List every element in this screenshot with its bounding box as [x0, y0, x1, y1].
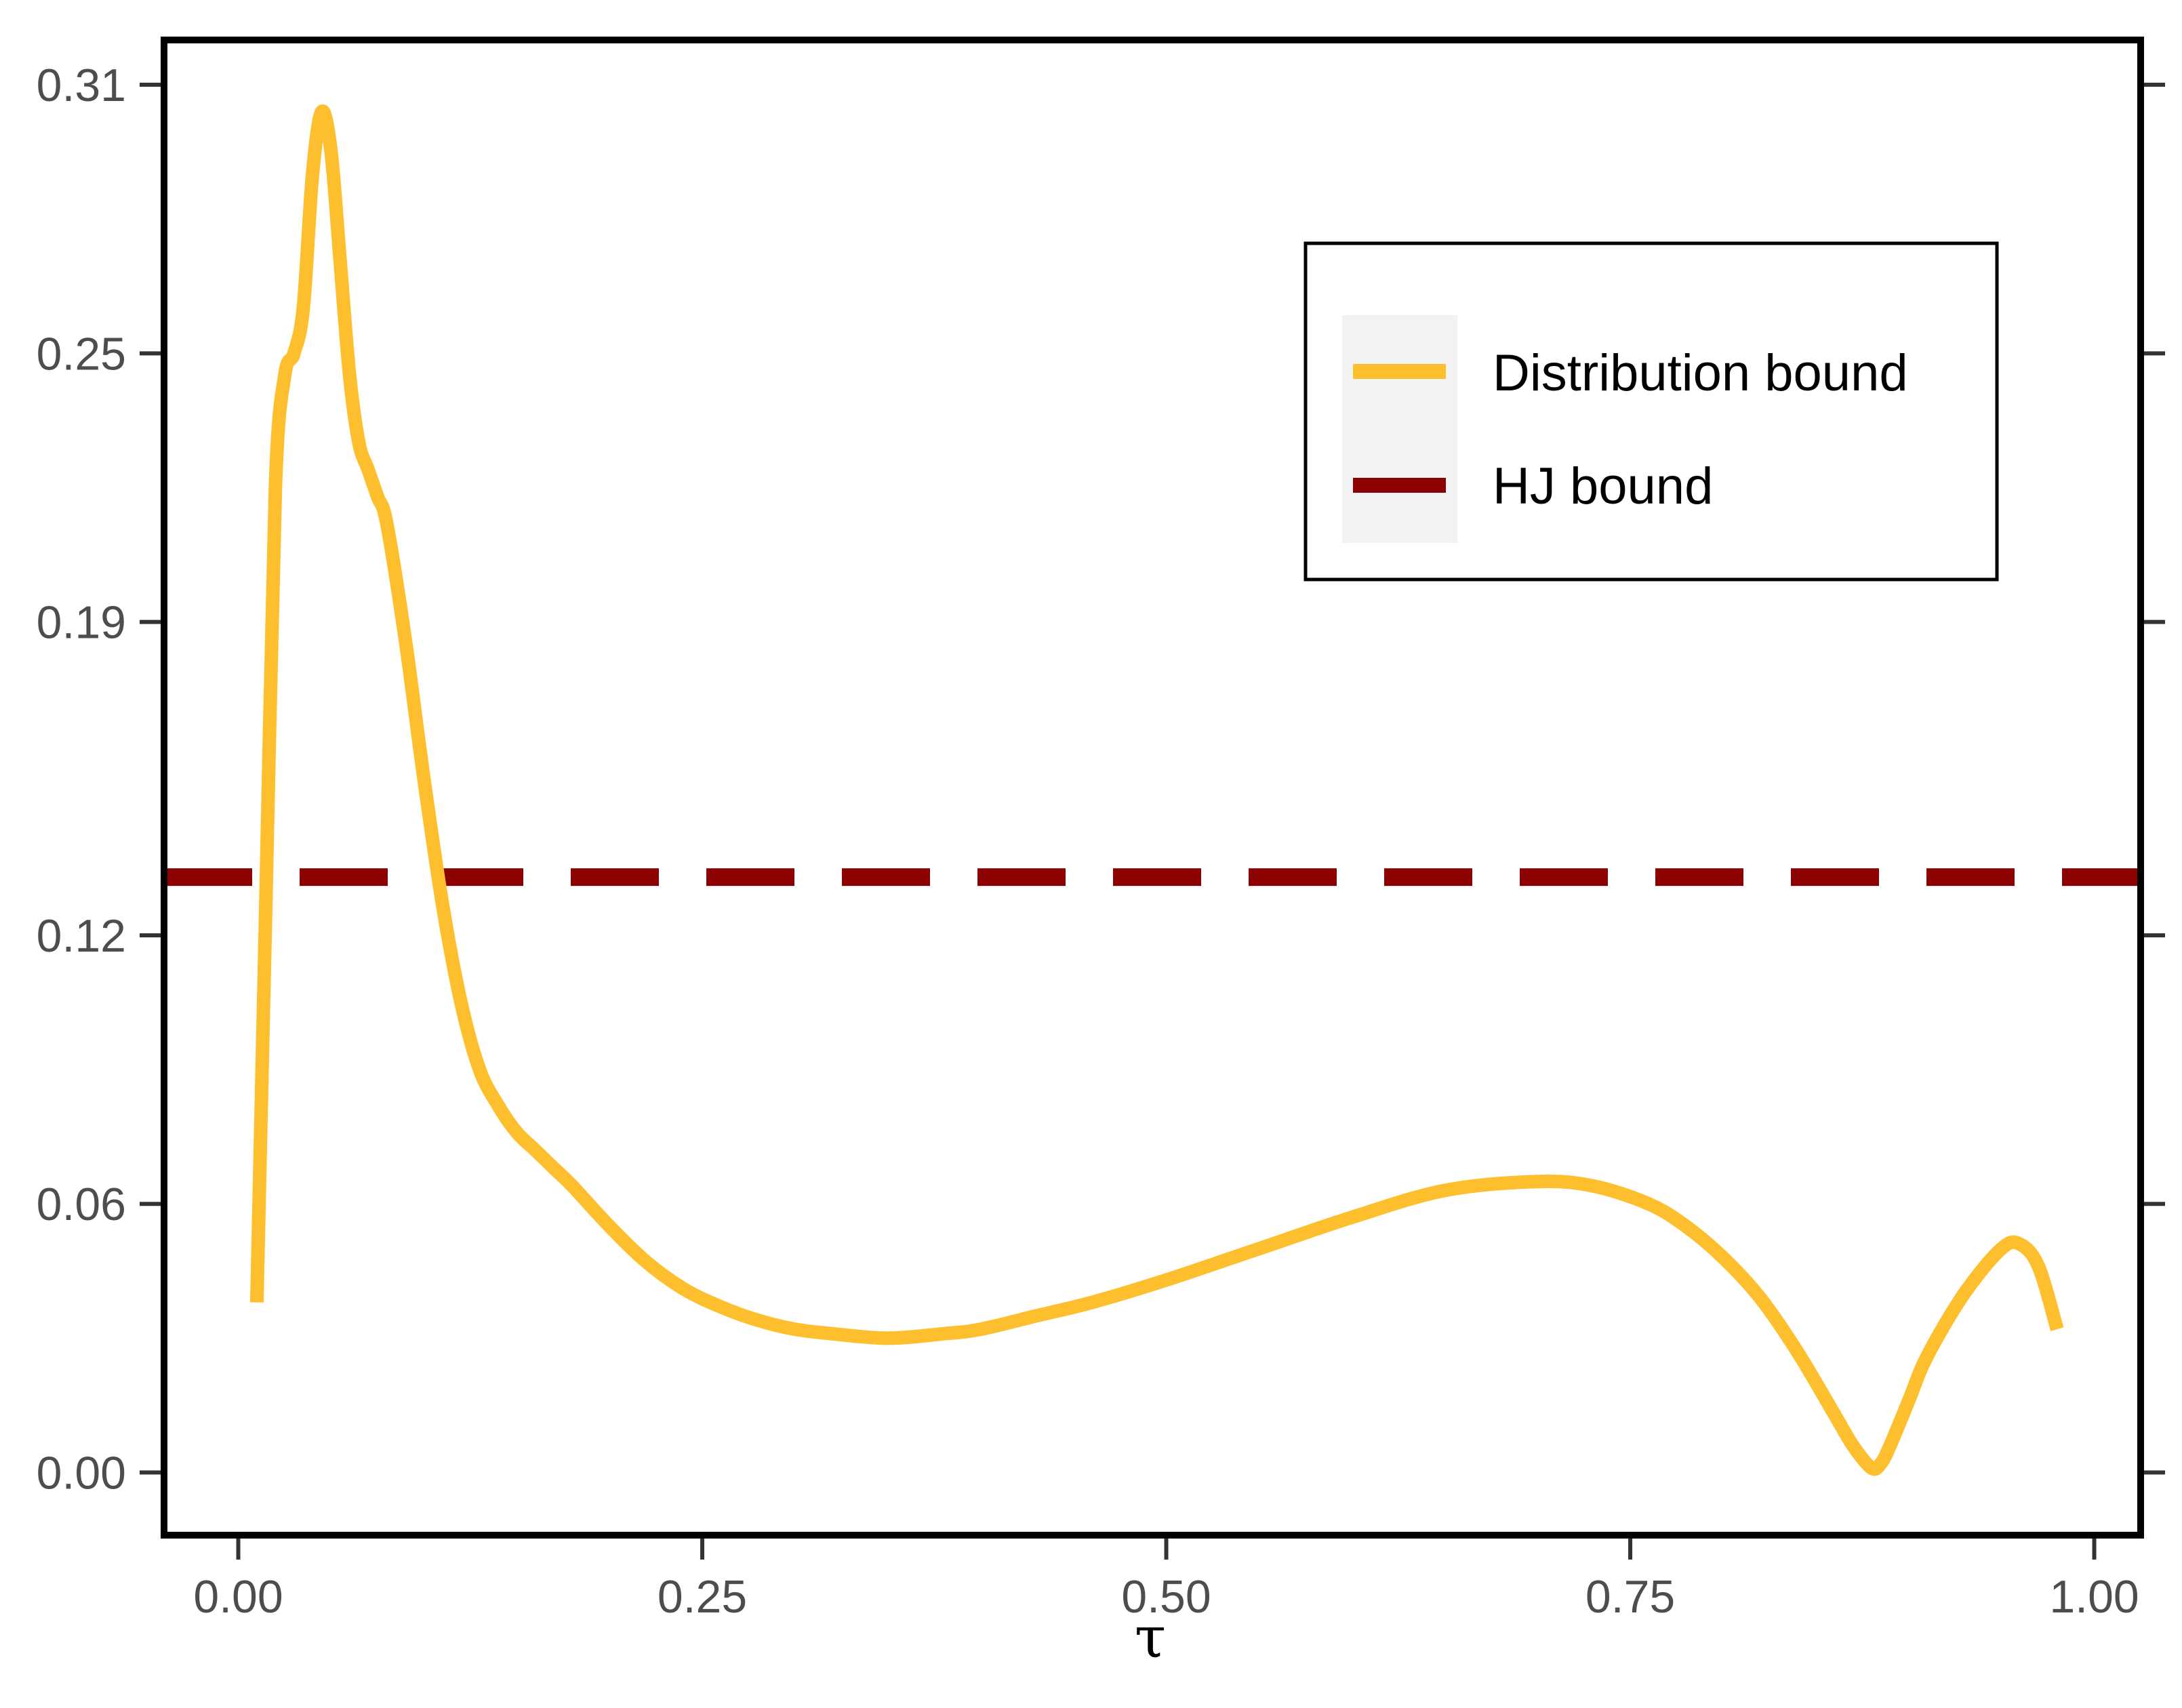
- y-tick-label: 0.19: [37, 597, 126, 649]
- x-tick-label: 0.50: [1121, 1571, 1211, 1623]
- legend-label-hj-bound: HJ bound: [1493, 458, 1713, 515]
- y-tick-label: 0.25: [37, 328, 126, 380]
- y-tick-label: 0.06: [37, 1179, 126, 1230]
- y-axis-ticks: 0.00 0.06 0.12 0.19 0.25 0.31: [37, 60, 2165, 1499]
- legend: Distribution bound HJ bound: [1304, 241, 1999, 582]
- y-tick-label: 0.00: [37, 1448, 126, 1499]
- series-line-distribution-bound: [249, 104, 2064, 1476]
- x-axis-ticks: 0.00 0.25 0.50 0.75 1.00: [193, 1535, 2139, 1623]
- x-tick-label: 0.75: [1585, 1571, 1675, 1623]
- y-tick-label: 0.12: [37, 910, 126, 962]
- x-tick-label: 0.00: [193, 1571, 283, 1623]
- legend-label-distribution-bound: Distribution bound: [1493, 344, 1908, 402]
- x-tick-label: 1.00: [2049, 1571, 2139, 1623]
- x-tick-label: 0.25: [658, 1571, 747, 1623]
- y-tick-label: 0.31: [37, 60, 126, 111]
- x-axis-title: τ: [1135, 1604, 1166, 1671]
- legend-key-background: [1342, 315, 1457, 543]
- series-layer: [164, 104, 2141, 1476]
- plot-panel-border: [161, 37, 2144, 1539]
